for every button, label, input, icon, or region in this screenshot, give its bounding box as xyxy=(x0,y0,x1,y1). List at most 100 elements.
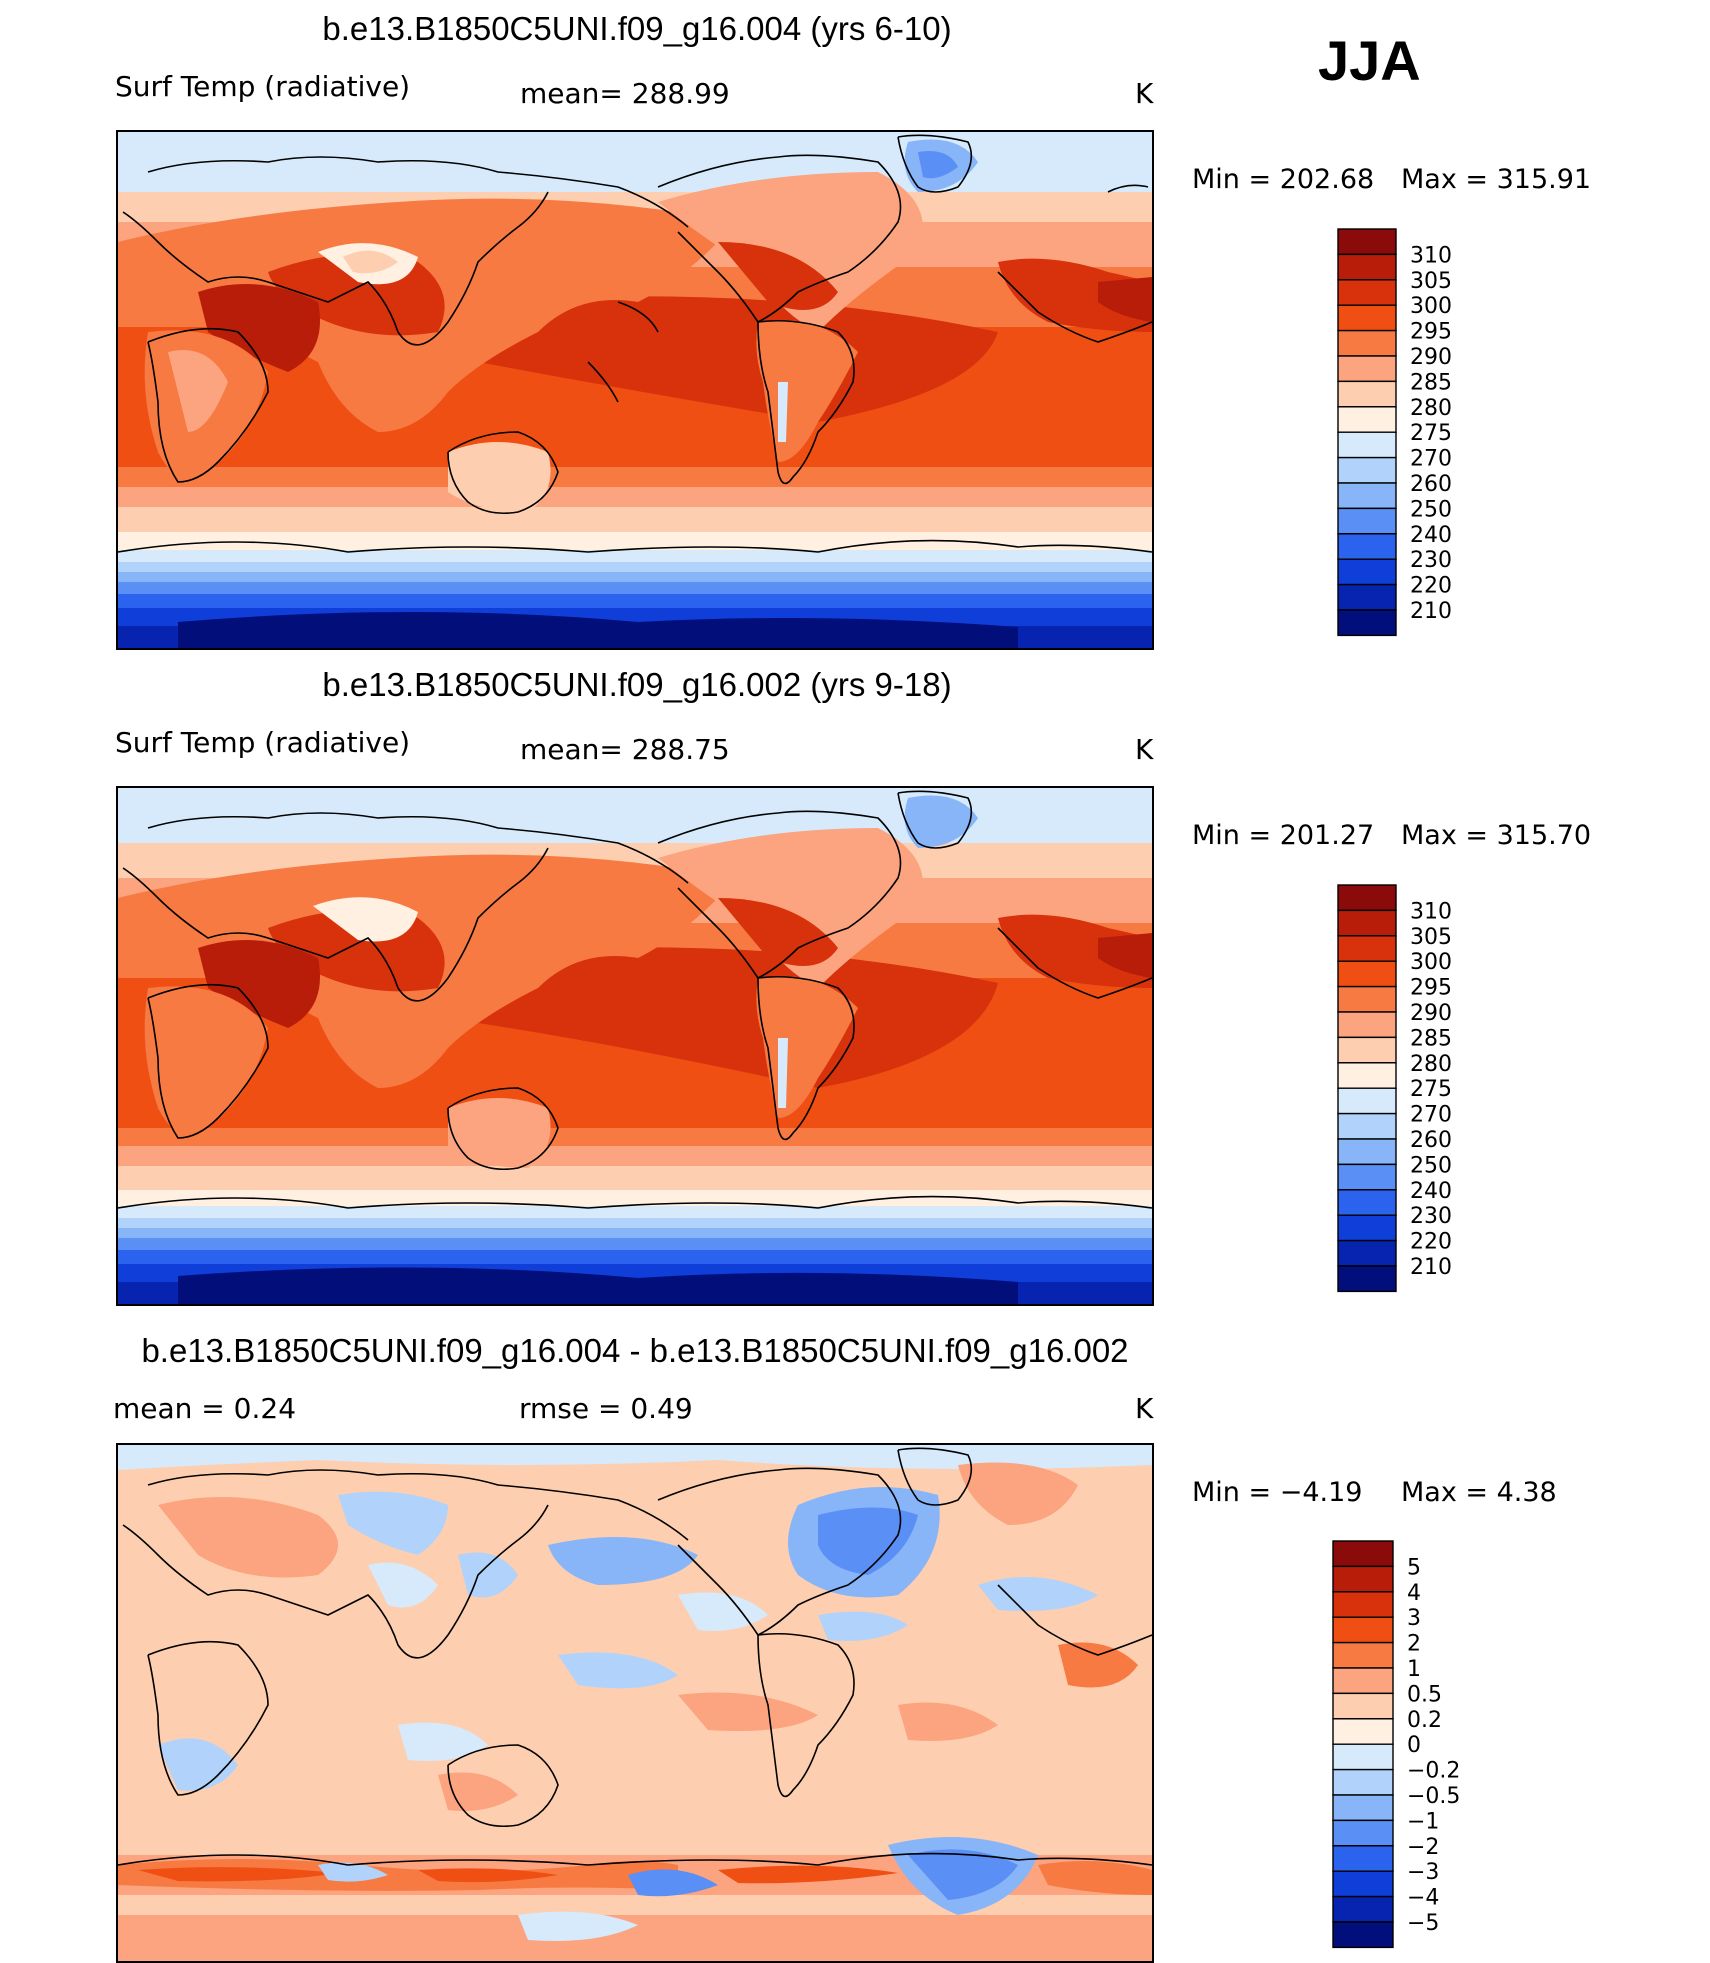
colorbar-swatch xyxy=(1337,1062,1397,1089)
colorbar-tick-label: 280 xyxy=(1410,1052,1452,1077)
colorbar-tick-label: 275 xyxy=(1410,421,1452,446)
colorbar-tick-label: 285 xyxy=(1410,1026,1452,1051)
colorbar-swatch xyxy=(1337,507,1397,535)
colorbar-tick-label: 230 xyxy=(1410,548,1452,573)
panel-3-rmse: rmse = 0.49 xyxy=(519,1392,693,1425)
colorbar-tick-label: 305 xyxy=(1410,925,1452,950)
colorbar-swatch xyxy=(1337,329,1397,357)
panel-1-temperature-map xyxy=(116,130,1154,650)
colorbar-swatch xyxy=(1332,1768,1394,1796)
panel-3-min: Min = −4.19 xyxy=(1192,1477,1363,1508)
colorbar-tick-label: 300 xyxy=(1410,294,1452,319)
panel-2-mean: mean= 288.75 xyxy=(520,733,730,766)
colorbar-swatch xyxy=(1332,1667,1394,1695)
colorbar-tick-label: 310 xyxy=(1410,899,1452,924)
panel-1-title: b.e13.B1850C5UNI.f09_g16.004 (yrs 6-10) xyxy=(322,10,952,47)
colorbar-tick-label: 290 xyxy=(1410,1001,1452,1026)
colorbar-swatch xyxy=(1337,533,1397,560)
panel-2-colorbar: 310 305 300 295 290 285 280 275 270 260 250 240 230 2… xyxy=(1328,884,1468,1295)
panel-2-units: K xyxy=(1135,733,1154,766)
colorbar-swatch xyxy=(1332,1616,1394,1644)
colorbar-swatch xyxy=(1337,609,1397,637)
colorbar-swatch xyxy=(1337,1265,1397,1293)
colorbar-tick-label: 305 xyxy=(1410,269,1452,294)
colorbar-tick-label: 260 xyxy=(1410,472,1452,497)
panel-2-title: b.e13.B1850C5UNI.f09_g16.002 (yrs 9-18) xyxy=(322,666,952,703)
panel-2-variable: Surf Temp (radiative) xyxy=(115,726,411,759)
colorbar-swatch xyxy=(1337,935,1397,962)
season-label: JJA xyxy=(1318,29,1421,92)
colorbar-tick-label: 0 xyxy=(1407,1733,1421,1758)
panel-1-colorbar-svg: 3103053002952902852802752702602502402302… xyxy=(1337,228,1452,637)
colorbar-tick-label: 210 xyxy=(1410,599,1452,624)
colorbar-swatch xyxy=(1332,1845,1394,1872)
colorbar-swatch xyxy=(1332,1870,1394,1898)
colorbar-swatch xyxy=(1332,1895,1394,1923)
colorbar-swatch xyxy=(1337,1112,1397,1140)
panel-1-units: K xyxy=(1135,77,1154,110)
colorbar-tick-label: 230 xyxy=(1410,1204,1452,1229)
panel-3-title: b.e13.B1850C5UNI.f09_g16.004 - b.e13.B18… xyxy=(141,1332,1129,1369)
colorbar-tick-label: −5 xyxy=(1407,1911,1439,1936)
colorbar-swatch xyxy=(1337,558,1397,586)
colorbar-tick-label: 1 xyxy=(1407,1657,1421,1682)
panel-1-colorbar: 310 305 300 295 290 285 280 275 270 260 250 240 230 2… xyxy=(1328,228,1468,639)
colorbar-tick-label: 270 xyxy=(1410,1103,1452,1128)
colorbar-swatch xyxy=(1332,1921,1394,1949)
colorbar-tick-label: 2 xyxy=(1407,1632,1421,1657)
colorbar-tick-label: 295 xyxy=(1410,976,1452,1001)
colorbar-tick-label: 220 xyxy=(1410,574,1452,599)
colorbar-swatch xyxy=(1337,456,1397,484)
colorbar-tick-label: 240 xyxy=(1410,1179,1452,1204)
colorbar-tick-label: 295 xyxy=(1410,320,1452,345)
colorbar-tick-label: 240 xyxy=(1410,523,1452,548)
panel-1-max: Max = 315.91 xyxy=(1401,164,1592,195)
colorbar-tick-label: −1 xyxy=(1407,1809,1439,1834)
colorbar-swatch xyxy=(1337,1138,1397,1166)
colorbar-swatch xyxy=(1337,253,1397,281)
colorbar-tick-label: −0.2 xyxy=(1407,1759,1460,1784)
colorbar-swatch xyxy=(1337,482,1397,510)
panel-3-max: Max = 4.38 xyxy=(1401,1477,1557,1508)
colorbar-swatch xyxy=(1337,1214,1397,1242)
panel-3-difference-map xyxy=(116,1443,1154,1963)
colorbar-tick-label: 250 xyxy=(1410,1153,1452,1178)
colorbar-swatch xyxy=(1337,380,1397,408)
panel-1-min: Min = 202.68 xyxy=(1192,164,1375,195)
colorbar-swatch xyxy=(1337,279,1397,306)
colorbar-swatch xyxy=(1337,304,1397,332)
colorbar-tick-label: 0.2 xyxy=(1407,1708,1442,1733)
colorbar-tick-label: 4 xyxy=(1407,1581,1421,1606)
colorbar-tick-label: 270 xyxy=(1410,447,1452,472)
panel-3-colorbar: 5 4 3 2 1 0.5 0.2 0 −0.2 −0.5 −1 −2 −3 −4 −5 xyxy=(1323,1540,1468,1951)
colorbar-swatch xyxy=(1337,1189,1397,1216)
colorbar-swatch xyxy=(1337,1011,1397,1039)
colorbar-swatch xyxy=(1337,960,1397,988)
panel-1-mean: mean= 288.99 xyxy=(520,77,730,110)
panel-1-variable: Surf Temp (radiative) xyxy=(115,70,411,103)
panel-2-min: Min = 201.27 xyxy=(1192,820,1375,851)
colorbar-swatch xyxy=(1332,1641,1394,1669)
colorbar-swatch xyxy=(1337,406,1397,433)
colorbar-tick-label: 3 xyxy=(1407,1606,1421,1631)
colorbar-swatch xyxy=(1337,909,1397,937)
colorbar-tick-label: 300 xyxy=(1410,950,1452,975)
colorbar-swatch xyxy=(1332,1692,1394,1720)
colorbar-swatch xyxy=(1332,1794,1394,1822)
colorbar-swatch xyxy=(1337,1036,1397,1064)
panel-3-mean: mean = 0.24 xyxy=(113,1392,297,1425)
colorbar-swatch xyxy=(1332,1540,1394,1568)
panel-3-units: K xyxy=(1135,1392,1154,1425)
colorbar-swatch xyxy=(1332,1718,1394,1745)
colorbar-swatch xyxy=(1337,985,1397,1013)
colorbar-tick-label: 220 xyxy=(1410,1230,1452,1255)
colorbar-swatch xyxy=(1337,228,1397,256)
colorbar-swatch xyxy=(1337,1087,1397,1115)
colorbar-swatch xyxy=(1337,1163,1397,1191)
colorbar-swatch xyxy=(1332,1743,1394,1771)
panel-2-temperature-map xyxy=(116,786,1154,1306)
panel-2-colorbar-svg: 3103053002952902852802752702602502402302… xyxy=(1337,884,1452,1293)
colorbar-tick-label: 210 xyxy=(1410,1255,1452,1280)
colorbar-tick-label: 0.5 xyxy=(1407,1682,1442,1707)
